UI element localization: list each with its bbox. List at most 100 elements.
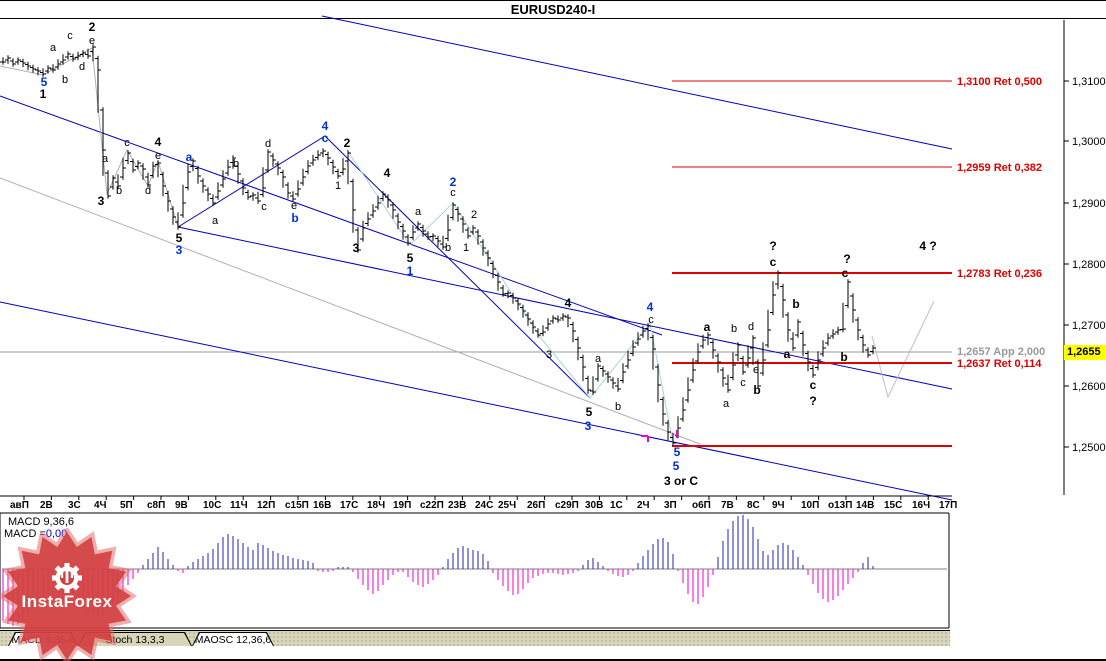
x-axis-label: 16Ч	[912, 500, 930, 511]
wave-label: c	[124, 137, 130, 149]
tab-label: MACD 9,36,6	[11, 634, 75, 646]
x-axis-label: 24С	[475, 500, 493, 511]
macd-value: 0,00	[45, 528, 68, 540]
wave-label: c	[261, 201, 267, 213]
wave-label: c	[67, 30, 73, 42]
wave-label: b	[233, 158, 239, 170]
title-bar: EURUSD240-I	[0, 0, 1106, 19]
wave-label: 1	[40, 87, 47, 101]
indicator-tab-bar: MACD 9,36,6 Stoch 13,3,3 (80%-20%)MAOSC 1…	[0, 630, 950, 646]
trend-lines	[0, 15, 953, 501]
fibonacci-levels: 1,3100 Ret 0,500 1,2959 Ret 0,382 1,2783 R…	[672, 76, 1042, 447]
wave-label: 3 or C	[664, 474, 698, 488]
wave-label: c	[770, 255, 777, 269]
wave-label: b	[753, 383, 760, 397]
y-axis-label: 1,3000	[1072, 136, 1106, 148]
wave-label: a	[186, 150, 193, 164]
x-axis-label: с29П	[555, 500, 579, 511]
wave-label: ?	[769, 239, 776, 253]
wave-label: a	[723, 398, 730, 410]
x-axis-label: 7В	[721, 500, 734, 511]
wave-label: ?	[843, 252, 850, 266]
wave-label: 5	[176, 231, 183, 245]
wave-label: b	[840, 350, 847, 364]
wave-label: c	[322, 131, 329, 145]
wave-label: e	[753, 364, 759, 376]
fib-label: 1,2783 Ret 0,236	[957, 268, 1042, 280]
wave-label: b	[445, 242, 451, 254]
wave-label: b	[792, 297, 799, 311]
x-axis-label: 9В	[175, 500, 188, 511]
x-axis-label: 26П	[527, 500, 545, 511]
wave-label: c	[810, 378, 817, 392]
tab-face: MAOSC 12,36,6	[193, 633, 273, 646]
x-axis-label: 14В	[856, 500, 874, 511]
x-axis-label: 16В	[313, 500, 331, 511]
x-axis-label: 11Ч	[230, 500, 248, 511]
macd-value-line: MACD =0,00	[4, 528, 67, 540]
indicator-tab-stoch[interactable]: Stoch 13,3,3 (80%-20%)	[78, 632, 192, 646]
wave-label: d	[145, 185, 151, 197]
wave-label: c	[842, 266, 849, 280]
wave-label: a	[50, 42, 57, 54]
fib-label: 1,3100 Ret 0,500	[957, 76, 1042, 88]
y-axis-label: 1,2500	[1072, 442, 1106, 454]
wave-label: 3	[98, 194, 105, 208]
x-axis-label: с15П	[285, 500, 309, 511]
wave-label: 3	[585, 419, 592, 433]
wave-label: 4	[322, 119, 329, 133]
bottom-strip	[0, 646, 1106, 661]
instaforex-logo-text: InstaForex	[21, 592, 113, 611]
tab-face: Stoch 13,3,3 (80%-20%)	[79, 633, 191, 646]
x-axis-label: с22П	[420, 500, 444, 511]
wave-label: c	[648, 314, 654, 326]
fib-label: 1,2637 Ret 0,114	[957, 358, 1042, 370]
signal-marks	[641, 430, 678, 442]
page-title: EURUSD240-I	[510, 2, 596, 17]
wave-label: b	[731, 323, 737, 335]
fib-label: 1,2959 Ret 0,382	[957, 162, 1042, 174]
wave-label: ?	[809, 394, 816, 408]
wave-label: a	[595, 353, 602, 365]
wave-label: 5	[41, 75, 48, 89]
wave-label: a	[102, 153, 109, 165]
indicator-tab-macd[interactable]: MACD 9,36,6	[8, 632, 78, 646]
x-axis-label: о6П	[692, 500, 711, 511]
y-axis-label: 1,2700	[1072, 320, 1106, 332]
x-axis-label: 25Ч	[498, 500, 516, 511]
wave-label: 5	[673, 459, 680, 473]
x-axis-label: 15С	[884, 500, 902, 511]
x-axis-label: 10С	[203, 500, 221, 511]
x-axis-label: 2Ч	[637, 500, 650, 511]
wave-label: a	[784, 347, 791, 361]
wave-label: e	[291, 200, 297, 212]
wave-label: 2	[344, 136, 351, 150]
x-axis-label: 2В	[40, 500, 53, 511]
y-axis-label: 1,2800	[1072, 259, 1106, 271]
x-axis-label: 3П	[664, 500, 677, 511]
wave-label: 1	[407, 264, 414, 278]
axes: 1,3100 1,3000 1,2900 1,2800 1,2700 1,2600 1,25…	[0, 20, 1106, 511]
x-axis-label: 3С	[68, 500, 81, 511]
x-axis-label: 30В	[585, 500, 603, 511]
wave-label: 5	[586, 405, 593, 419]
wave-label: a	[415, 206, 422, 218]
tab-face: MACD 9,36,6	[9, 633, 77, 646]
indicator-tab-maosc[interactable]: MAOSC 12,36,6	[192, 632, 274, 646]
x-axis-label: 17С	[340, 500, 358, 511]
y-axis-label: 1,2600	[1072, 381, 1106, 393]
wave-label: d	[265, 138, 271, 150]
wave-label: d	[79, 61, 85, 73]
wave-label: 1	[463, 242, 469, 254]
wave-label: e	[155, 150, 161, 162]
wave-label: 5	[674, 445, 681, 459]
x-axis-label: 23В	[448, 500, 466, 511]
x-axis-label: 5П	[120, 500, 133, 511]
wave-label: b	[116, 185, 122, 197]
wave-label: a	[704, 320, 711, 334]
wave-label: d	[748, 321, 754, 333]
wave-label: 5	[407, 251, 414, 265]
